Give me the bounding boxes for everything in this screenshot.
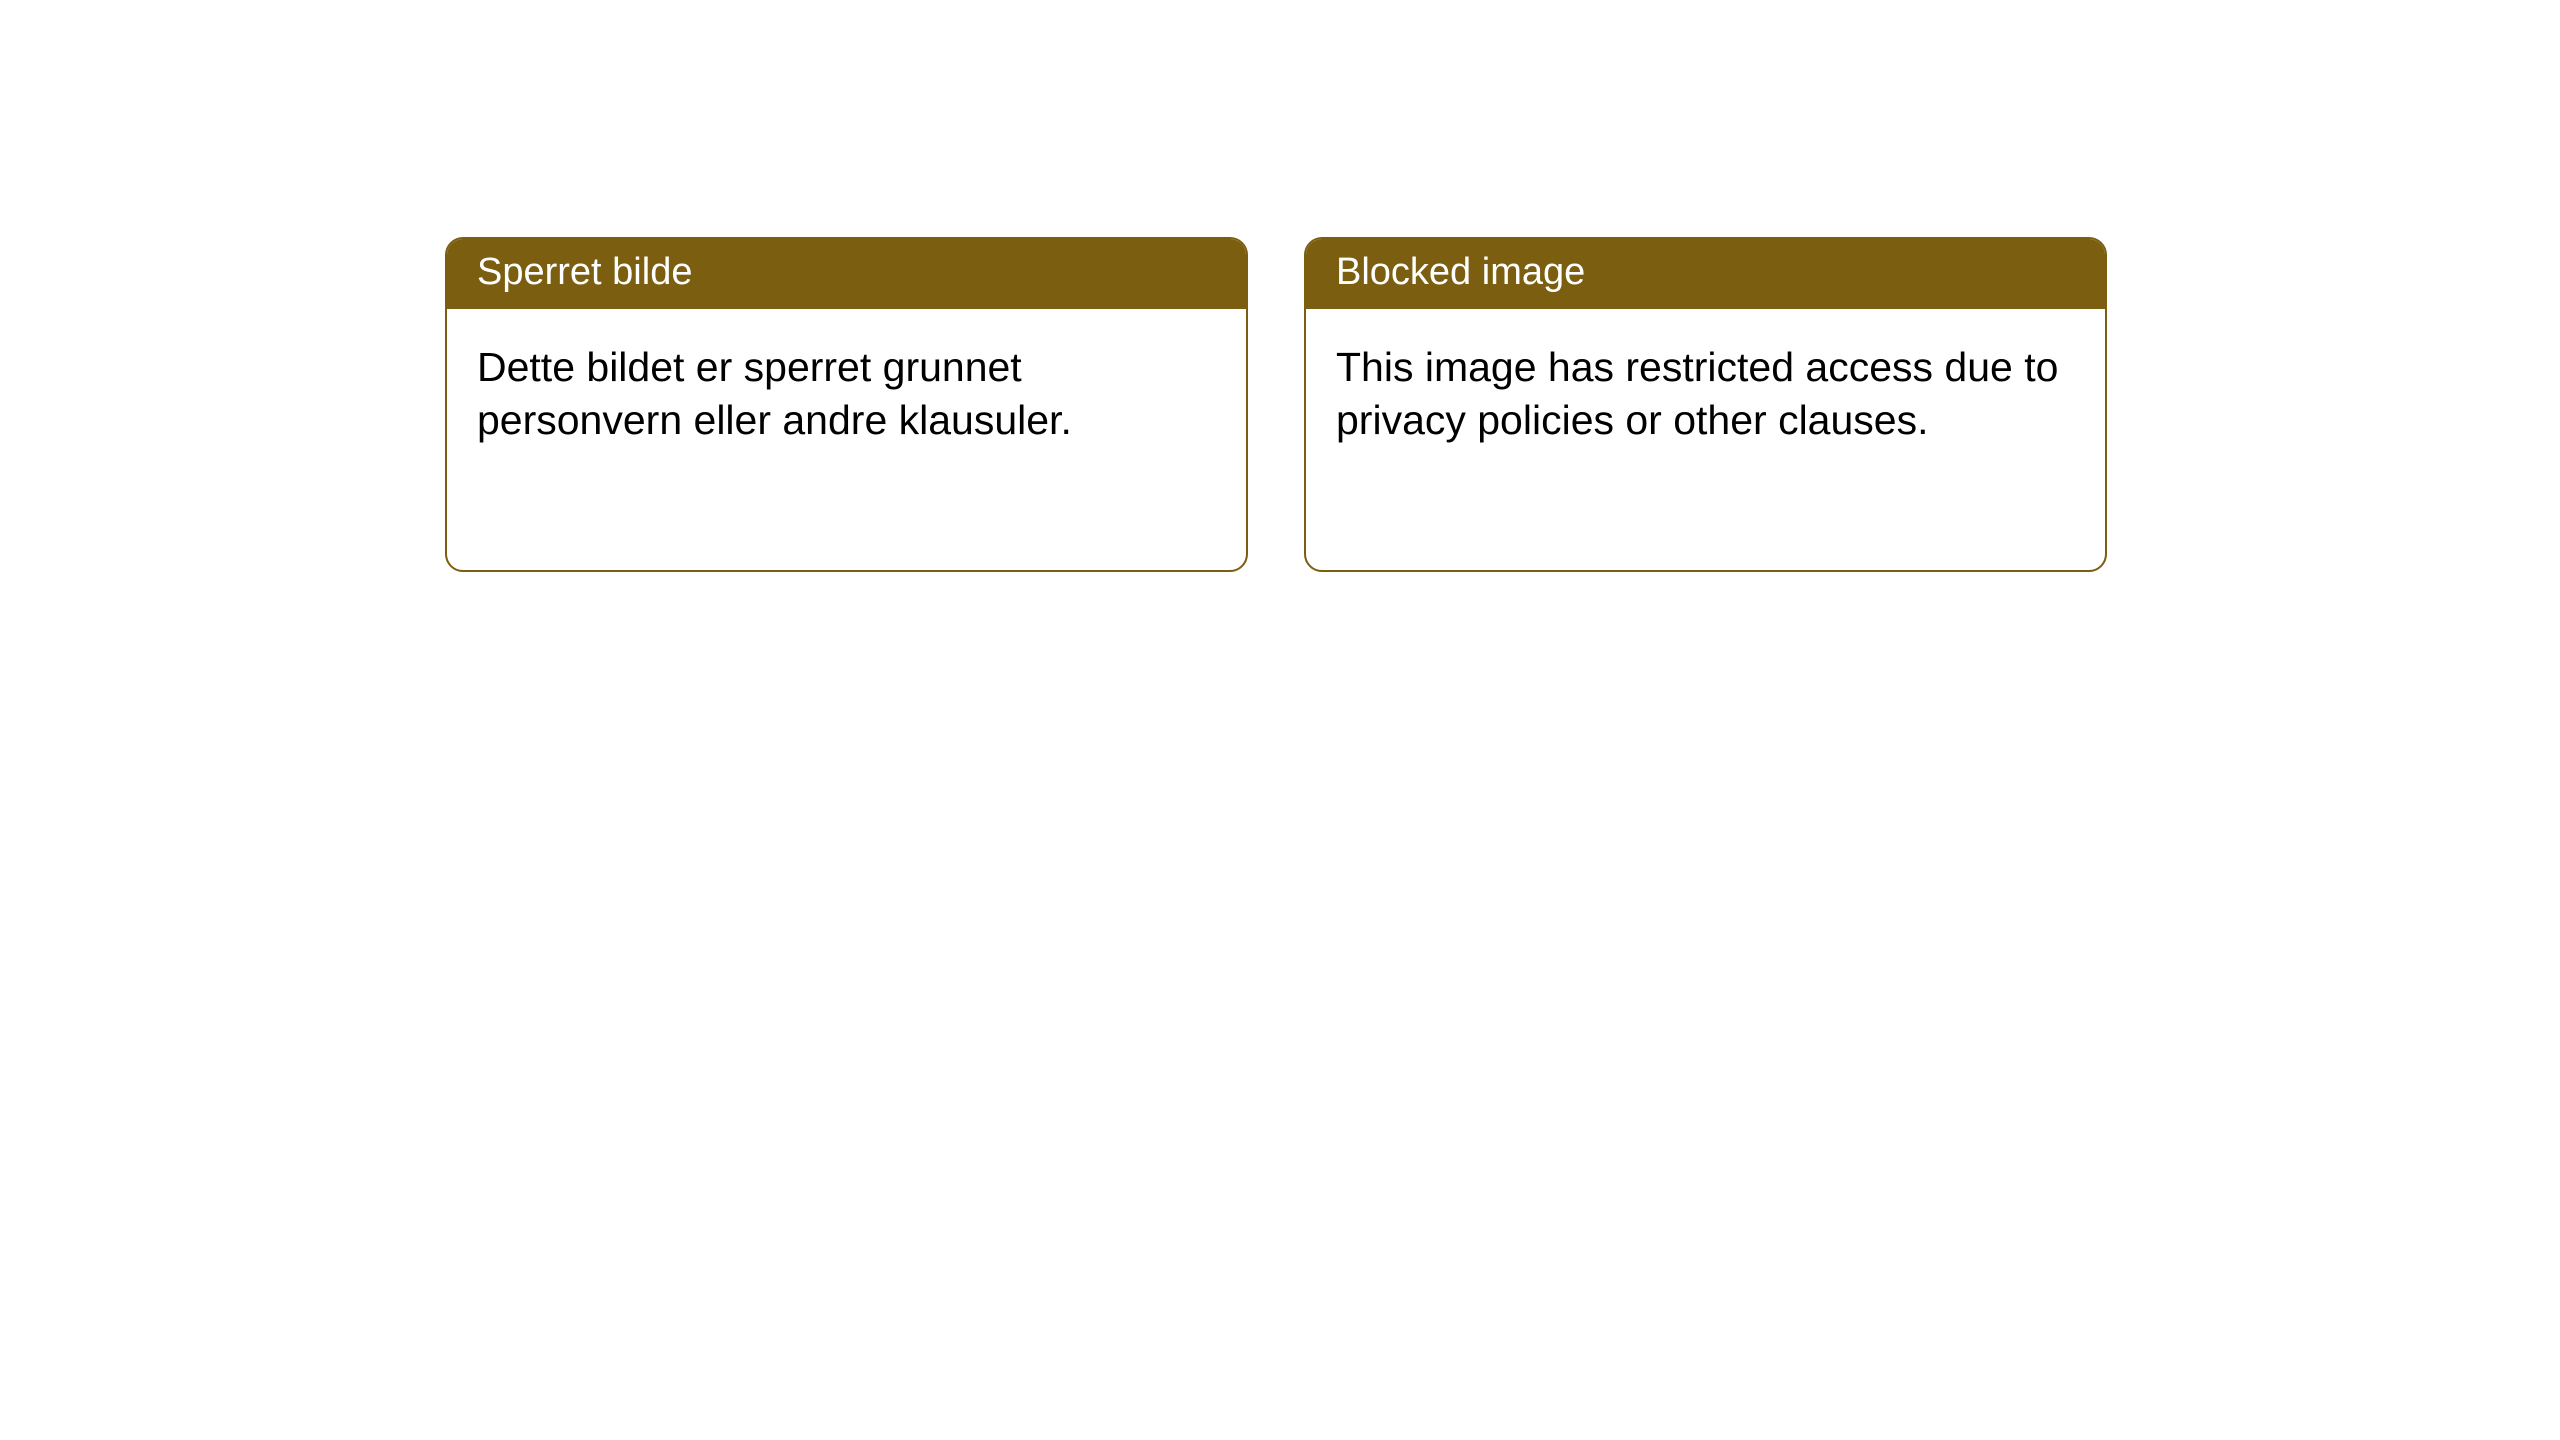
notice-header-english: Blocked image [1306,239,2105,309]
notice-container: Sperret bilde Dette bildet er sperret gr… [445,237,2107,572]
notice-body-english: This image has restricted access due to … [1306,309,2105,480]
notice-card-english: Blocked image This image has restricted … [1304,237,2107,572]
notice-body-norwegian: Dette bildet er sperret grunnet personve… [447,309,1246,480]
notice-card-norwegian: Sperret bilde Dette bildet er sperret gr… [445,237,1248,572]
notice-header-norwegian: Sperret bilde [447,239,1246,309]
notice-title-norwegian: Sperret bilde [477,251,692,293]
notice-body-text-english: This image has restricted access due to … [1336,344,2058,443]
notice-body-text-norwegian: Dette bildet er sperret grunnet personve… [477,344,1072,443]
notice-title-english: Blocked image [1336,251,1585,293]
